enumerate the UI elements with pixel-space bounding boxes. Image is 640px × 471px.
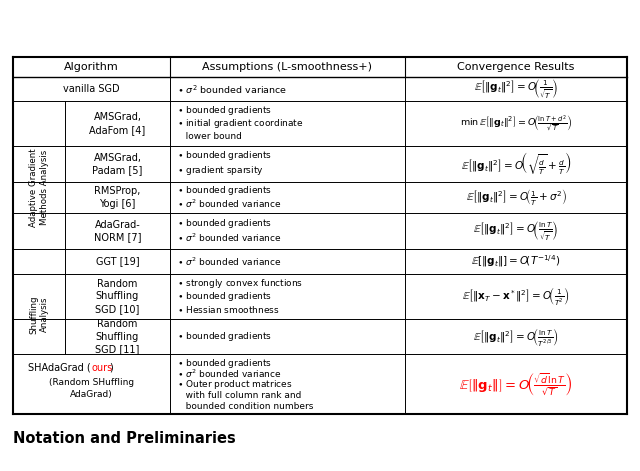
- Text: $\mathbb{E}\left[\|\mathbf{g}_t\|^2\right] = O\!\left(\frac{\ln T}{\sqrt{T}}\rig: $\mathbb{E}\left[\|\mathbf{g}_t\|^2\righ…: [474, 219, 559, 243]
- Text: $\mathbb{E}\left[\|\mathbf{g}_t\|^2\right] = O\!\left(\sqrt{\frac{d}{T}} + \frac: $\mathbb{E}\left[\|\mathbf{g}_t\|^2\righ…: [461, 150, 572, 177]
- Text: lower bound: lower bound: [177, 132, 242, 141]
- Text: $\bullet$ strongly convex functions: $\bullet$ strongly convex functions: [177, 276, 303, 290]
- Text: $\bullet$ Hessian smoothness: $\bullet$ Hessian smoothness: [177, 304, 280, 315]
- Text: $\bullet$ bounded gradients: $\bullet$ bounded gradients: [177, 290, 273, 303]
- Text: Shuffling
Analysis: Shuffling Analysis: [29, 295, 49, 333]
- Text: (Random SHuffling: (Random SHuffling: [49, 378, 134, 387]
- Text: AdaGrad): AdaGrad): [70, 390, 113, 399]
- Text: $\bullet$ bounded gradients: $\bullet$ bounded gradients: [177, 104, 273, 117]
- Text: $\bullet$ initial gradient coordinate: $\bullet$ initial gradient coordinate: [177, 117, 304, 130]
- Text: vanilla SGD: vanilla SGD: [63, 84, 120, 94]
- Text: $\bullet$ bounded gradients: $\bullet$ bounded gradients: [177, 149, 273, 162]
- Text: Adaptive Gradient
Methods Analysis: Adaptive Gradient Methods Analysis: [29, 148, 49, 227]
- Text: AMSGrad,
Padam [5]: AMSGrad, Padam [5]: [92, 153, 143, 175]
- Text: $\mathbb{E}\left[\|\mathbf{x}_T - \mathbf{x}^*\|^2\right] = O\!\left(\frac{1}{T^: $\mathbb{E}\left[\|\mathbf{x}_T - \mathb…: [462, 285, 570, 308]
- Text: $\bullet$ bounded gradients: $\bullet$ bounded gradients: [177, 217, 273, 230]
- Text: Algorithm: Algorithm: [64, 62, 118, 72]
- Text: $\bullet$ bounded gradients: $\bullet$ bounded gradients: [177, 357, 273, 370]
- Text: GGT [19]: GGT [19]: [95, 257, 140, 267]
- Text: $\bullet$ bounded gradients: $\bullet$ bounded gradients: [177, 184, 273, 197]
- Text: Random
Shuffling
SGD [10]: Random Shuffling SGD [10]: [95, 279, 140, 314]
- Text: $\bullet$ Outer product matrices: $\bullet$ Outer product matrices: [177, 379, 292, 391]
- Text: $\bullet$ bounded gradients: $\bullet$ bounded gradients: [177, 330, 273, 343]
- Text: $\mathbb{E}\left[\|\mathbf{g}_t\|^2\right] = O\!\left(\frac{1}{\sqrt{T}}\right)$: $\mathbb{E}\left[\|\mathbf{g}_t\|^2\righ…: [474, 78, 558, 101]
- Text: $\bullet$ $\sigma^2$ bounded variance: $\bullet$ $\sigma^2$ bounded variance: [177, 255, 282, 268]
- Text: $\min\,\mathbb{E}\left[\|\mathbf{g}_t\|^2\right] = O\!\left(\frac{\ln T+d^2}{\sq: $\min\,\mathbb{E}\left[\|\mathbf{g}_t\|^…: [460, 114, 572, 133]
- Text: bounded condition numbers: bounded condition numbers: [177, 402, 314, 411]
- Text: RMSProp,
Yogi [6]: RMSProp, Yogi [6]: [94, 186, 141, 209]
- Text: AMSGrad,
AdaFom [4]: AMSGrad, AdaFom [4]: [90, 113, 145, 135]
- Text: Notation and Preliminaries: Notation and Preliminaries: [13, 430, 236, 446]
- Text: $\mathbb{E}\left[\|\mathbf{g}_t\|\right] = O\!\left(T^{-1/4}\right)$: $\mathbb{E}\left[\|\mathbf{g}_t\|\right]…: [472, 254, 561, 269]
- Text: $\mathbb{E}\left[\|\mathbf{g}_t\|^2\right] = O\!\left(\frac{\ln T}{T^{2/3}}\righ: $\mathbb{E}\left[\|\mathbf{g}_t\|^2\righ…: [474, 325, 559, 348]
- Text: ): ): [109, 363, 113, 373]
- Text: $\bullet$ $\sigma^2$ bounded variance: $\bullet$ $\sigma^2$ bounded variance: [177, 198, 282, 210]
- Text: $\bullet$ $\sigma^2$ bounded variance: $\bullet$ $\sigma^2$ bounded variance: [177, 368, 282, 380]
- Text: $\bullet$ $\sigma^2$ bounded variance: $\bullet$ $\sigma^2$ bounded variance: [177, 232, 282, 244]
- Text: Assumptions (L-smoothness+): Assumptions (L-smoothness+): [202, 62, 372, 72]
- Text: $\mathbb{E}\left[\|\mathbf{g}_t\|^2\right] = O\!\left(\frac{1}{T} + \sigma^2\rig: $\mathbb{E}\left[\|\mathbf{g}_t\|^2\righ…: [466, 187, 566, 207]
- Text: ours: ours: [92, 363, 113, 373]
- Text: Random
Shuffling
SGD [11]: Random Shuffling SGD [11]: [95, 319, 140, 354]
- Text: with full column rank and: with full column rank and: [177, 391, 301, 400]
- Text: $\mathbb{E}\left[\|\mathbf{g}_t\|\right] = O\!\left(\frac{\sqrt{d}\ln T}{\sqrt{T: $\mathbb{E}\left[\|\mathbf{g}_t\|\right]…: [460, 371, 573, 398]
- Text: $\bullet$ $\sigma^2$ bounded variance: $\bullet$ $\sigma^2$ bounded variance: [177, 83, 287, 96]
- Text: SHAdaGrad (: SHAdaGrad (: [28, 363, 92, 373]
- Text: AdaGrad-
NORM [7]: AdaGrad- NORM [7]: [93, 220, 141, 243]
- Text: $\bullet$ gradient sparsity: $\bullet$ gradient sparsity: [177, 164, 264, 178]
- Text: Convergence Results: Convergence Results: [458, 62, 575, 72]
